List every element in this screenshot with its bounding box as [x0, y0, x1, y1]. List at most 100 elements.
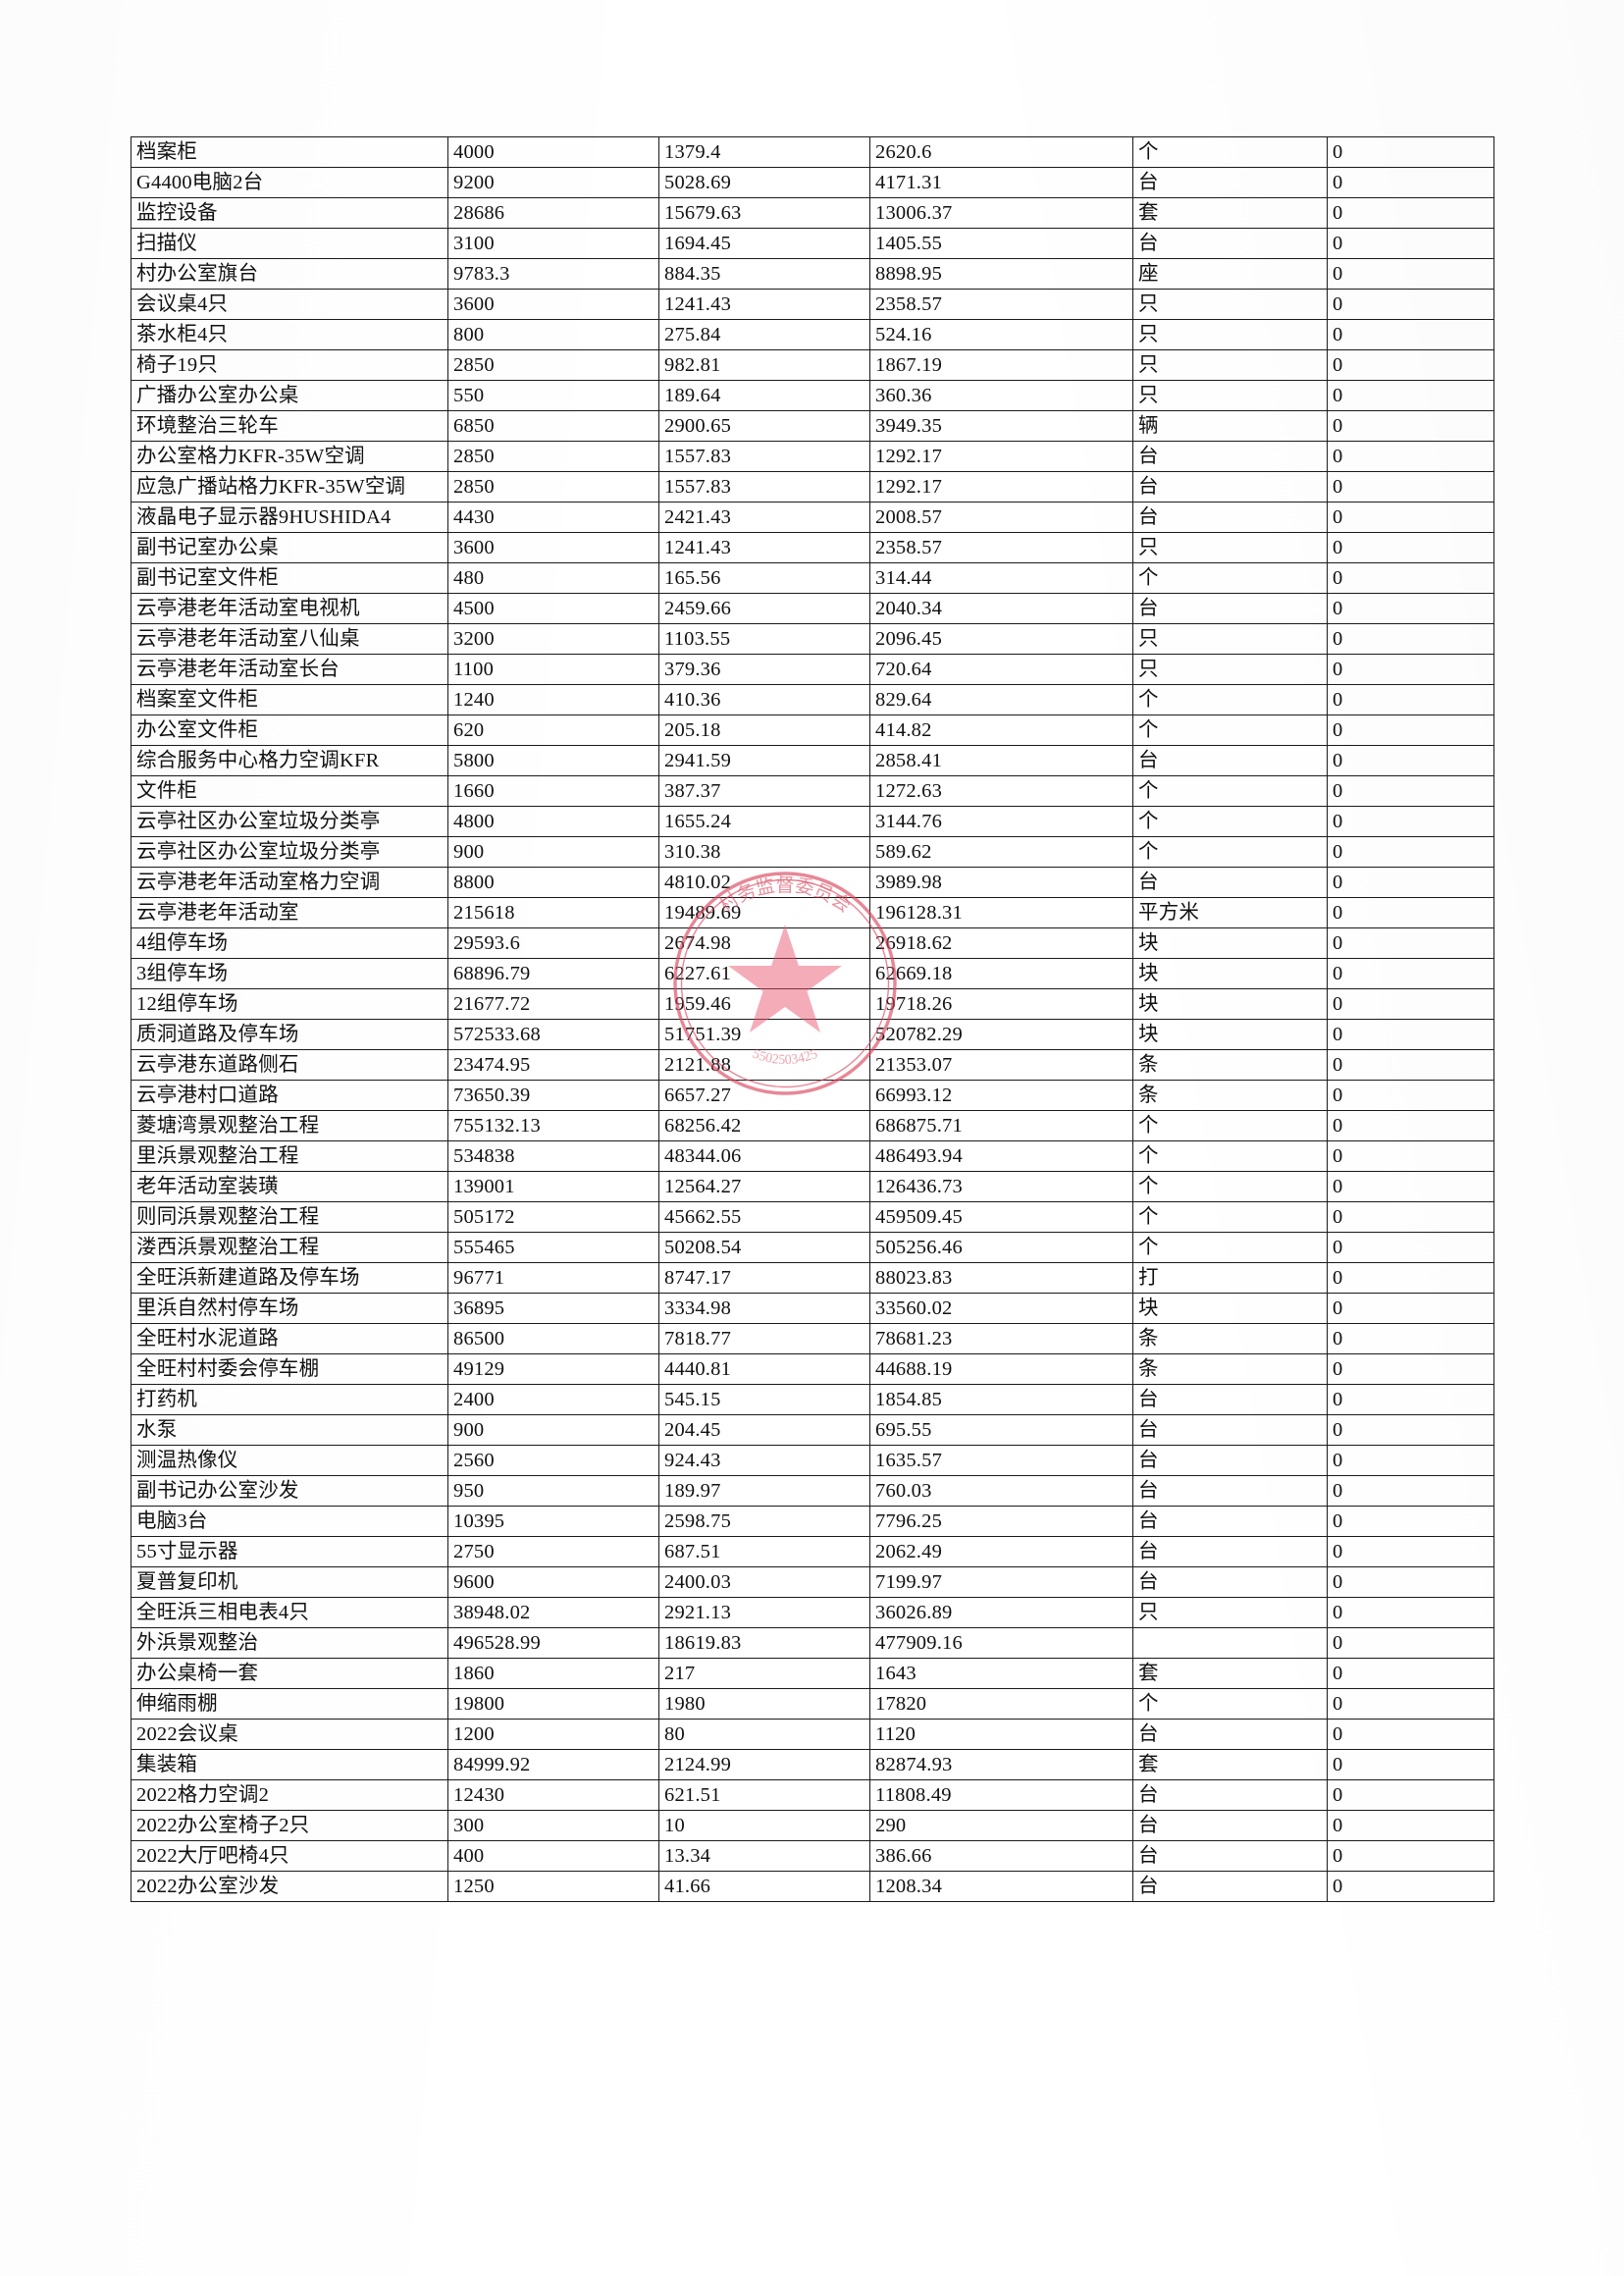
cell-zero: 0 [1327, 1049, 1494, 1081]
cell-net-value: 477909.16 [869, 1627, 1133, 1659]
cell-zero: 0 [1327, 684, 1494, 715]
table-row: 全旺浜新建道路及停车场 96771 8747.17 88023.83 打 0 [131, 1262, 1494, 1294]
cell-depreciation: 1557.83 [658, 471, 870, 503]
cell-unit: 台 [1132, 471, 1328, 503]
cell-unit: 台 [1132, 228, 1328, 259]
cell-original-value: 496528.99 [447, 1627, 659, 1659]
cell-net-value: 2358.57 [869, 289, 1133, 320]
cell-zero: 0 [1327, 1293, 1494, 1324]
cell-original-value: 36895 [447, 1293, 659, 1324]
cell-unit: 台 [1132, 1840, 1328, 1872]
cell-net-value: 36026.89 [869, 1597, 1133, 1628]
cell-asset-name: 全旺浜新建道路及停车场 [131, 1262, 448, 1294]
cell-net-value: 829.64 [869, 684, 1133, 715]
cell-unit: 只 [1132, 654, 1328, 685]
cell-asset-name: 应急广播站格力KFR-35W空调 [131, 471, 448, 503]
cell-net-value: 62669.18 [869, 958, 1133, 989]
cell-net-value: 7796.25 [869, 1506, 1133, 1537]
cell-asset-name: 综合服务中心格力空调KFR [131, 745, 448, 776]
cell-net-value: 2008.57 [869, 502, 1133, 533]
cell-asset-name: 云亭港老年活动室八仙桌 [131, 623, 448, 655]
cell-depreciation: 8747.17 [658, 1262, 870, 1294]
cell-original-value: 68896.79 [447, 958, 659, 989]
cell-depreciation: 1241.43 [658, 532, 870, 563]
cell-asset-name: 云亭社区办公室垃圾分类亭 [131, 806, 448, 837]
cell-asset-name: 全旺浜三相电表4只 [131, 1597, 448, 1628]
cell-asset-name: 云亭港东道路侧石 [131, 1049, 448, 1081]
table-row: 副书记室文件柜 480 165.56 314.44 个 0 [131, 562, 1494, 594]
cell-depreciation: 10 [658, 1810, 870, 1841]
cell-original-value: 86500 [447, 1323, 659, 1354]
table-row: 全旺村水泥道路 86500 7818.77 78681.23 条 0 [131, 1323, 1494, 1354]
cell-unit: 台 [1132, 1810, 1328, 1841]
cell-original-value: 12430 [447, 1779, 659, 1811]
cell-asset-name: 12组停车场 [131, 988, 448, 1020]
cell-net-value: 82874.93 [869, 1749, 1133, 1780]
table-row: 液晶电子显示器9HUSHIDA4 4430 2421.43 2008.57 台 0 [131, 502, 1494, 533]
cell-zero: 0 [1327, 410, 1494, 442]
cell-zero: 0 [1327, 958, 1494, 989]
cell-net-value: 414.82 [869, 715, 1133, 746]
cell-asset-name: 会议桌4只 [131, 289, 448, 320]
table-row: G4400电脑2台 9200 5028.69 4171.31 台 0 [131, 167, 1494, 198]
cell-net-value: 524.16 [869, 319, 1133, 350]
cell-net-value: 314.44 [869, 562, 1133, 594]
cell-unit: 台 [1132, 441, 1328, 472]
table-row: 云亭港老年活动室电视机 4500 2459.66 2040.34 台 0 [131, 593, 1494, 624]
cell-unit: 台 [1132, 1475, 1328, 1507]
cell-net-value: 21353.07 [869, 1049, 1133, 1081]
cell-depreciation: 687.51 [658, 1536, 870, 1567]
cell-unit: 条 [1132, 1323, 1328, 1354]
table-row: 云亭港村口道路 73650.39 6657.27 66993.12 条 0 [131, 1080, 1494, 1111]
cell-asset-name: 云亭港老年活动室长台 [131, 654, 448, 685]
cell-unit: 套 [1132, 1658, 1328, 1689]
cell-net-value: 486493.94 [869, 1140, 1133, 1172]
cell-unit: 台 [1132, 1506, 1328, 1537]
table-row: 则同浜景观整治工程 505172 45662.55 459509.45 个 0 [131, 1201, 1494, 1233]
cell-asset-name: 菱塘湾景观整治工程 [131, 1110, 448, 1141]
table-row: 副书记室办公桌 3600 1241.43 2358.57 只 0 [131, 532, 1494, 563]
cell-original-value: 800 [447, 319, 659, 350]
table-row: 文件柜 1660 387.37 1272.63 个 0 [131, 775, 1494, 807]
table-row: 55寸显示器 2750 687.51 2062.49 台 0 [131, 1536, 1494, 1567]
table-row: 监控设备 28686 15679.63 13006.37 套 0 [131, 197, 1494, 229]
cell-unit: 块 [1132, 1293, 1328, 1324]
cell-asset-name: 云亭社区办公室垃圾分类亭 [131, 836, 448, 868]
cell-depreciation: 1980 [658, 1688, 870, 1720]
cell-asset-name: 云亭港老年活动室电视机 [131, 593, 448, 624]
cell-net-value: 589.62 [869, 836, 1133, 868]
cell-net-value: 1292.17 [869, 441, 1133, 472]
cell-net-value: 520782.29 [869, 1019, 1133, 1050]
cell-original-value: 29593.6 [447, 927, 659, 959]
table-row: 档案柜 4000 1379.4 2620.6 个 0 [131, 136, 1494, 168]
cell-depreciation: 41.66 [658, 1871, 870, 1902]
cell-asset-name: 电脑3台 [131, 1506, 448, 1537]
cell-zero: 0 [1327, 441, 1494, 472]
cell-asset-name: 档案柜 [131, 136, 448, 168]
cell-unit: 台 [1132, 745, 1328, 776]
cell-unit: 块 [1132, 958, 1328, 989]
cell-depreciation: 2941.59 [658, 745, 870, 776]
cell-original-value: 1660 [447, 775, 659, 807]
cell-depreciation: 1557.83 [658, 441, 870, 472]
cell-zero: 0 [1327, 867, 1494, 898]
cell-net-value: 686875.71 [869, 1110, 1133, 1141]
cell-zero: 0 [1327, 988, 1494, 1020]
cell-depreciation: 4440.81 [658, 1353, 870, 1385]
cell-unit: 座 [1132, 258, 1328, 290]
table-row: 菱塘湾景观整治工程 755132.13 68256.42 686875.71 个 0 [131, 1110, 1494, 1141]
table-row: 打药机 2400 545.15 1854.85 台 0 [131, 1384, 1494, 1415]
cell-original-value: 1100 [447, 654, 659, 685]
cell-unit: 块 [1132, 927, 1328, 959]
cell-depreciation: 2598.75 [658, 1506, 870, 1537]
table-row: 云亭社区办公室垃圾分类亭 900 310.38 589.62 个 0 [131, 836, 1494, 868]
cell-net-value: 1405.55 [869, 228, 1133, 259]
cell-depreciation: 379.36 [658, 654, 870, 685]
cell-unit: 个 [1132, 562, 1328, 594]
cell-unit: 台 [1132, 167, 1328, 198]
cell-unit: 个 [1132, 684, 1328, 715]
cell-unit: 台 [1132, 1779, 1328, 1811]
cell-asset-name: 文件柜 [131, 775, 448, 807]
table-row: 3组停车场 68896.79 6227.61 62669.18 块 0 [131, 958, 1494, 989]
cell-depreciation: 410.36 [658, 684, 870, 715]
